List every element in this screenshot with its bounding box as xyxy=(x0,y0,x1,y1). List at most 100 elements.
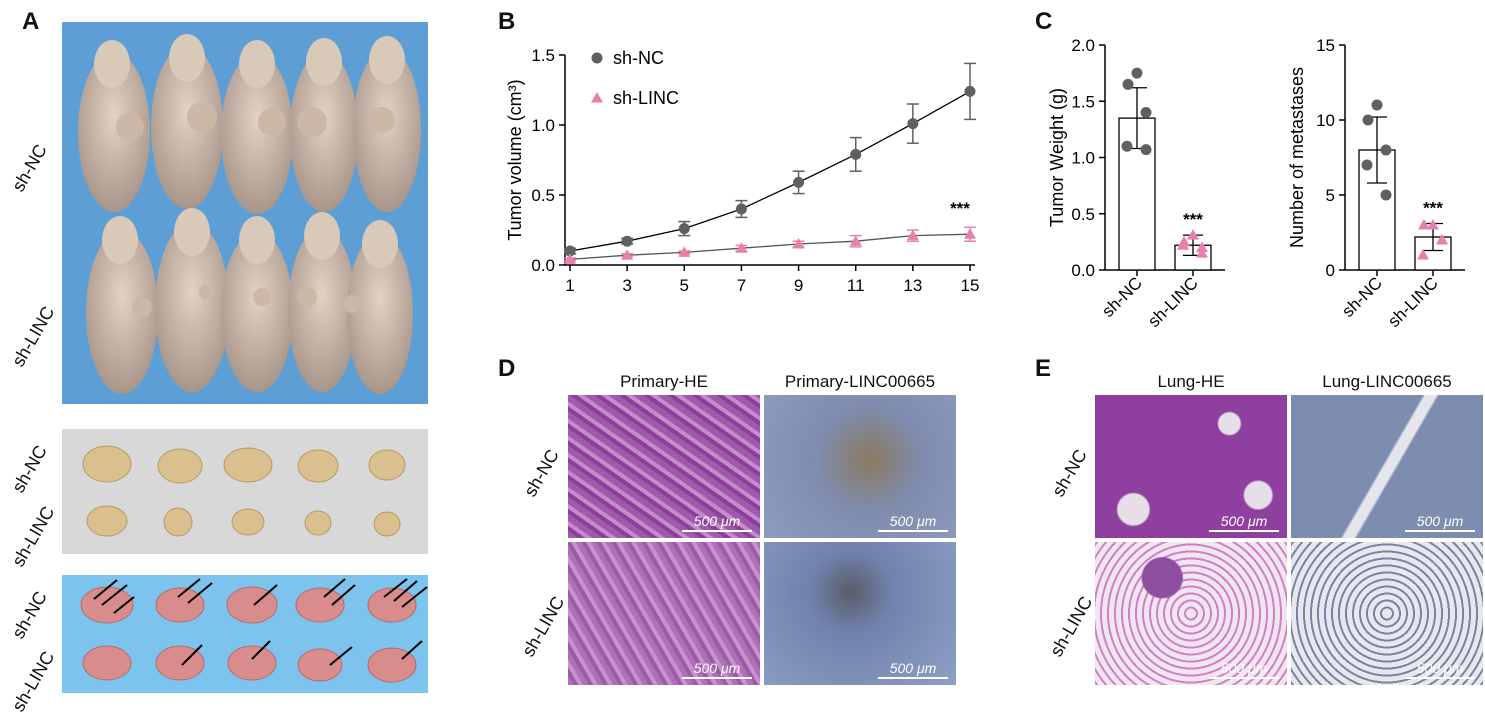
tumor-row-label-nc: sh-NC xyxy=(8,441,51,496)
scale-bar: 500 μm xyxy=(682,660,752,679)
x-tick-label: 5 xyxy=(680,276,689,295)
data-point-sh-LINC xyxy=(906,229,919,241)
data-point-sh-LINC xyxy=(1436,234,1448,245)
data-point-sh-LINC xyxy=(678,246,691,257)
scale-bar: 500 μm xyxy=(1209,660,1279,679)
x-tick-label: sh-LINC xyxy=(1144,273,1202,331)
data-point-sh-LINC xyxy=(792,238,805,249)
data-point-sh-NC xyxy=(678,223,690,235)
tile-primary-he-linc: 500 μm xyxy=(568,542,760,685)
panel-letter-c: C xyxy=(1035,8,1053,35)
data-point-sh-NC xyxy=(907,118,919,130)
scale-bar: 500 μm xyxy=(878,513,948,532)
y-tick-label: 1.0 xyxy=(531,116,555,135)
data-point-sh-LINC xyxy=(849,235,862,246)
y-tick-label: 1.0 xyxy=(1071,149,1095,168)
data-point-sh-NC xyxy=(1361,159,1373,171)
tile-lung-he-linc: 500 μm xyxy=(1095,542,1287,685)
lung-photo xyxy=(62,575,428,693)
data-point-sh-LINC xyxy=(621,249,634,260)
y-tick-label: 0.0 xyxy=(531,256,555,275)
mice-illustration xyxy=(78,34,421,394)
significance-annotation: *** xyxy=(950,199,970,218)
legend-label-sh-LINC: sh-LINC xyxy=(613,88,679,108)
scale-bar: 500 μm xyxy=(1209,513,1279,532)
y-tick-label: 0 xyxy=(1326,261,1335,280)
data-point-sh-NC xyxy=(564,245,576,257)
data-point-sh-LINC xyxy=(1418,219,1430,230)
x-tick-label: 9 xyxy=(794,276,803,295)
data-point-sh-LINC xyxy=(1177,239,1189,250)
panel-letter-a: A xyxy=(22,8,40,35)
col-header-lung-linc: Lung-LINC00665 xyxy=(1322,372,1452,391)
y-axis-label: Tumor volume (cm³) xyxy=(505,79,525,240)
x-tick-label: sh-NC xyxy=(1098,273,1145,320)
data-point-sh-NC xyxy=(1380,144,1392,156)
x-tick-label: 3 xyxy=(622,276,631,295)
scale-label: 500 μm xyxy=(889,513,937,529)
tumor-row-label-linc: sh-LINC xyxy=(8,502,59,570)
lung-row-label-nc: sh-NC xyxy=(8,587,51,642)
y-tick-label: 1.5 xyxy=(531,46,555,65)
scale-label: 500 μm xyxy=(1416,513,1464,529)
scale-label: 500 μm xyxy=(1416,660,1464,676)
data-point-sh-NC xyxy=(1121,140,1133,152)
legend-marker-sh-LINC xyxy=(591,92,603,103)
mice-row-label-nc: sh-NC xyxy=(8,140,51,195)
x-tick-label: 7 xyxy=(737,276,746,295)
data-point-sh-NC xyxy=(850,148,862,160)
col-header-lung-he: Lung-HE xyxy=(1157,372,1225,391)
x-tick-label: sh-NC xyxy=(1338,273,1385,320)
y-tick-label: 10 xyxy=(1316,111,1335,130)
series-line-sh-LINC xyxy=(569,233,971,261)
tile-lung-linc-nc: 500 μm xyxy=(1291,395,1483,538)
data-point-sh-NC xyxy=(1122,78,1134,90)
col-header-primary-he: Primary-HE xyxy=(620,372,708,391)
legend-marker-sh-NC xyxy=(591,52,603,64)
data-point-sh-LINC xyxy=(1187,229,1199,240)
panel-letter-e: E xyxy=(1035,355,1052,382)
col-header-primary-linc: Primary-LINC00665 xyxy=(784,372,936,391)
scale-label: 500 μm xyxy=(889,660,937,676)
scale-label: 500 μm xyxy=(1220,660,1268,676)
data-point-sh-NC xyxy=(793,176,805,188)
data-point-sh-LINC xyxy=(964,228,976,239)
data-point-sh-NC xyxy=(1371,99,1383,111)
scale-bar: 500 μm xyxy=(682,513,752,532)
tile-primary-linc-nc: 500 μm xyxy=(764,395,956,538)
significance-annotation: *** xyxy=(1183,210,1203,229)
data-point-sh-LINC xyxy=(1417,249,1429,260)
data-point-sh-NC xyxy=(1140,107,1152,118)
data-point-sh-NC xyxy=(1362,114,1374,126)
series-line-sh-NC xyxy=(569,90,971,252)
data-point-sh-LINC xyxy=(564,253,576,264)
tumor-photo xyxy=(62,429,428,554)
data-point-sh-LINC xyxy=(1427,219,1439,230)
data-point-sh-LINC xyxy=(1196,241,1208,252)
y-axis-label: Number of metastases xyxy=(1287,67,1307,248)
data-point-sh-NC xyxy=(1140,144,1152,156)
y-tick-label: 15 xyxy=(1316,36,1335,55)
chart-c-tumor-weight: 0.0 0.5 1.0 1.5 2.0 Tumor Weight (g) sh-NCsh-L… xyxy=(1047,36,1225,331)
data-point-sh-LINC xyxy=(1196,247,1208,258)
e-row-label-nc: sh-NC xyxy=(1048,445,1091,500)
y-tick-label: 0.5 xyxy=(1071,205,1095,224)
x-tick-label: sh-LINC xyxy=(1384,273,1442,331)
mice-photo xyxy=(62,22,428,404)
data-point-sh-NC xyxy=(1131,67,1143,79)
tile-primary-linc-linc: 500 μm xyxy=(764,542,956,685)
legend-label-sh-NC: sh-NC xyxy=(613,48,664,68)
lung-row-label-linc: sh-LINC xyxy=(8,647,59,715)
significance-annotation: *** xyxy=(1423,199,1443,218)
mice-row-label-linc: sh-LINC xyxy=(8,302,59,370)
lung-illustration xyxy=(80,578,428,683)
scale-bar: 500 μm xyxy=(878,660,948,679)
tile-lung-he-nc: 500 μm xyxy=(1095,395,1287,538)
tile-lung-linc-linc: 500 μm xyxy=(1291,542,1483,685)
y-tick-label: 0.5 xyxy=(531,186,555,205)
data-point-sh-NC xyxy=(964,85,976,97)
metastasis-arrows xyxy=(93,578,428,666)
y-tick-label: 1.5 xyxy=(1071,92,1095,111)
d-row-label-linc: sh-LINC xyxy=(518,592,569,660)
